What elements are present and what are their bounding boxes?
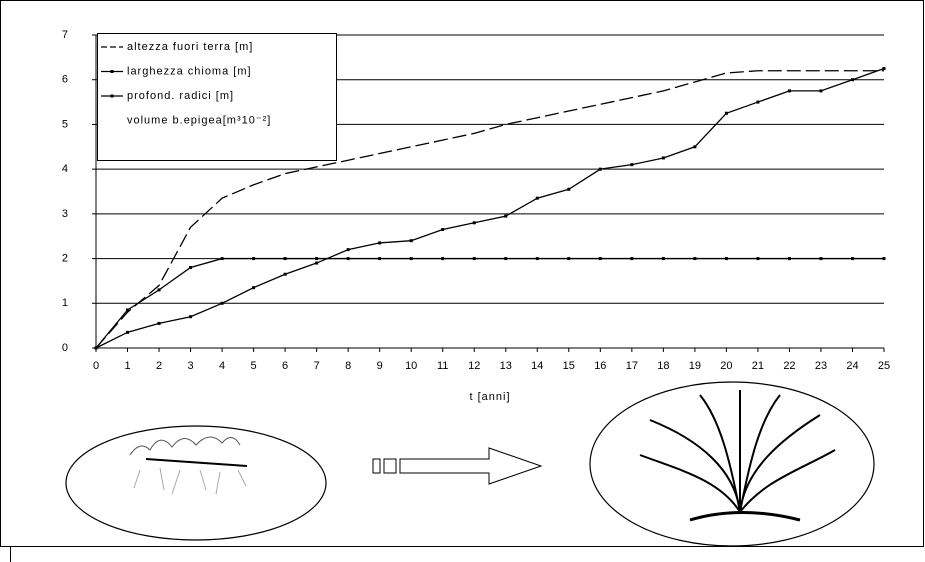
y-tick-label: 0 bbox=[62, 342, 68, 354]
point-marker bbox=[882, 67, 886, 71]
point-marker bbox=[378, 257, 382, 261]
legend-label: profond. radici [m] bbox=[127, 90, 234, 102]
point-marker bbox=[472, 221, 476, 225]
point-marker bbox=[535, 196, 539, 200]
point-marker bbox=[346, 248, 350, 252]
y-tick-label: 2 bbox=[62, 252, 68, 264]
x-tick-label: 0 bbox=[93, 360, 99, 372]
legend-label: altezza fuori terra [m] bbox=[127, 41, 253, 53]
x-tick-label: 14 bbox=[531, 360, 543, 372]
point-marker bbox=[409, 239, 413, 243]
series-line bbox=[95, 67, 885, 349]
point-marker bbox=[630, 257, 634, 261]
x-tick-label: 2 bbox=[156, 360, 162, 372]
x-tick-label: 5 bbox=[251, 360, 257, 372]
point-marker bbox=[409, 257, 413, 261]
y-tick-label: 1 bbox=[62, 297, 68, 309]
point-marker bbox=[882, 257, 886, 261]
point-marker bbox=[661, 156, 665, 160]
x-tick-label: 13 bbox=[500, 360, 512, 372]
x-tick-label: 6 bbox=[282, 360, 288, 372]
point-marker bbox=[661, 257, 665, 261]
x-tick-label: 9 bbox=[377, 360, 383, 372]
y-tick-label: 3 bbox=[62, 208, 68, 220]
point-marker bbox=[724, 111, 728, 115]
point-marker bbox=[315, 261, 319, 265]
point-marker bbox=[598, 257, 602, 261]
x-tick-label: 3 bbox=[187, 360, 193, 372]
point-marker bbox=[787, 89, 791, 93]
x-axis-label: t [anni] bbox=[469, 391, 510, 403]
legend-label: volume b.epigea[m³10⁻²] bbox=[127, 114, 271, 126]
x-tick-label: 7 bbox=[314, 360, 320, 372]
point-marker bbox=[504, 257, 508, 261]
point-marker bbox=[693, 145, 697, 149]
point-marker bbox=[283, 257, 287, 261]
point-marker bbox=[819, 257, 823, 261]
point-marker bbox=[346, 257, 350, 261]
legend-marker bbox=[110, 70, 114, 73]
series-line bbox=[95, 70, 884, 349]
series-line bbox=[95, 257, 884, 349]
point-marker bbox=[441, 257, 445, 261]
legend-marker bbox=[110, 94, 114, 98]
point-marker bbox=[472, 257, 476, 261]
point-marker bbox=[157, 288, 161, 292]
point-marker bbox=[157, 321, 161, 325]
point-marker bbox=[378, 241, 382, 245]
x-tick-label: 17 bbox=[626, 360, 638, 372]
point-marker bbox=[220, 257, 224, 261]
point-marker bbox=[819, 89, 823, 93]
point-marker bbox=[756, 100, 760, 104]
x-tick-label: 8 bbox=[345, 360, 351, 372]
point-marker bbox=[441, 228, 445, 232]
x-tick-label: 18 bbox=[657, 360, 669, 372]
point-marker bbox=[126, 308, 130, 312]
y-tick-label: 7 bbox=[62, 29, 68, 41]
point-marker bbox=[535, 257, 539, 261]
point-marker bbox=[252, 257, 256, 261]
x-tick-label: 22 bbox=[783, 360, 795, 372]
point-marker bbox=[283, 272, 287, 276]
x-tick-label: 24 bbox=[846, 360, 858, 372]
x-tick-label: 15 bbox=[563, 360, 575, 372]
point-marker bbox=[220, 301, 224, 305]
point-marker bbox=[94, 346, 98, 350]
illustrations bbox=[65, 381, 875, 547]
x-tick-label: 21 bbox=[752, 360, 764, 372]
legend-label: larghezza chioma [m] bbox=[127, 65, 252, 77]
point-marker bbox=[850, 257, 854, 261]
point-marker bbox=[756, 257, 760, 261]
x-tick-label: 20 bbox=[720, 360, 732, 372]
legend-box bbox=[97, 33, 337, 161]
x-tick-label: 19 bbox=[689, 360, 701, 372]
point-marker bbox=[189, 315, 193, 319]
x-tick-label: 11 bbox=[437, 360, 448, 372]
point-marker bbox=[850, 78, 854, 82]
point-marker bbox=[189, 266, 193, 270]
y-tick-label: 5 bbox=[62, 118, 68, 130]
point-marker bbox=[787, 257, 791, 261]
x-tick-label: 25 bbox=[878, 360, 890, 372]
point-marker bbox=[504, 214, 508, 218]
point-marker bbox=[724, 257, 728, 261]
x-tick-label: 23 bbox=[815, 360, 827, 372]
point-marker bbox=[126, 330, 130, 334]
x-tick-label: 16 bbox=[594, 360, 606, 372]
x-tick-label: 10 bbox=[405, 360, 417, 372]
x-tick-label: 12 bbox=[468, 360, 480, 372]
point-marker bbox=[598, 167, 602, 171]
y-tick-label: 6 bbox=[62, 74, 68, 86]
point-marker bbox=[567, 187, 571, 191]
point-marker bbox=[630, 163, 634, 167]
x-tick-label: 1 bbox=[124, 360, 130, 372]
x-tick-label: 4 bbox=[219, 360, 225, 372]
point-marker bbox=[567, 257, 571, 261]
point-marker bbox=[252, 286, 256, 290]
point-marker bbox=[315, 257, 319, 261]
point-marker bbox=[693, 257, 697, 261]
y-tick-label: 4 bbox=[62, 163, 68, 175]
